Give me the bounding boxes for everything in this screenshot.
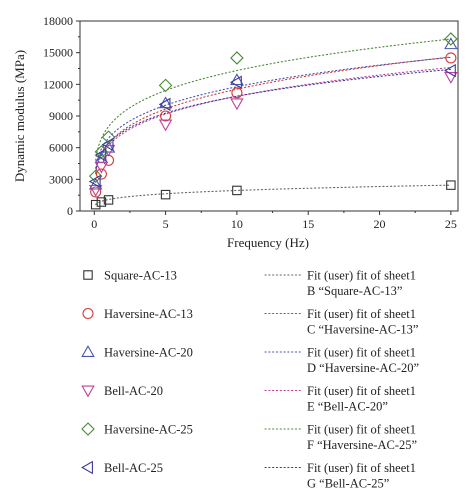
data-point <box>158 78 173 93</box>
fit-curve-1 <box>95 184 452 206</box>
fit-curve-5 <box>95 38 452 161</box>
y-tick-label: 3000 <box>49 172 73 186</box>
data-point <box>231 87 243 99</box>
data-point <box>101 140 116 153</box>
data-point <box>88 174 101 189</box>
legend-marker <box>83 270 93 280</box>
data-point <box>444 32 458 46</box>
plot-frame <box>79 20 459 212</box>
data-point <box>160 189 171 200</box>
legend-marker <box>81 460 93 475</box>
data-point <box>445 52 457 64</box>
legend-marker <box>81 422 95 436</box>
x-axis-title: Frequency (Hz) <box>227 235 309 250</box>
data-point <box>88 169 103 183</box>
legend-marker <box>81 345 95 357</box>
data-point <box>101 137 114 152</box>
legend-marker <box>81 385 95 398</box>
y-tick-label: 12000 <box>43 77 73 91</box>
legend-label: Bell-AC-20 <box>104 384 163 398</box>
legend-fit-label: Fit (user) fit of sheet1 <box>307 269 416 283</box>
data-point <box>101 130 116 144</box>
legend-fit-sublabel: B “Square-AC-13” <box>307 284 402 298</box>
legend-label: Bell-AC-25 <box>104 461 163 475</box>
legend-label: Square-AC-13 <box>104 269 177 283</box>
data-point <box>158 119 173 132</box>
legend-fit-sublabel: G “Bell-AC-25” <box>307 477 389 491</box>
x-tick-label: 25 <box>445 217 457 231</box>
data-point <box>230 73 244 86</box>
y-tick-label: 15000 <box>43 46 73 60</box>
legend-fit-sublabel: C “Haversine-AC-13” <box>307 323 418 337</box>
y-tick-label: 0 <box>67 204 73 218</box>
data-point <box>103 195 114 205</box>
data-point <box>232 185 242 196</box>
legend-fit-sublabel: E “Bell-AC-20” <box>307 400 388 414</box>
legend-fit-label: Fit (user) fit of sheet1 <box>307 461 416 475</box>
fit-curve-3 <box>95 56 452 169</box>
x-tick-label: 10 <box>231 217 243 231</box>
data-point <box>158 97 171 112</box>
y-axis-title: Dynamic modulus (MPa) <box>12 50 27 182</box>
plot-area: 0 3000 6000 9000 12000 15000 18000 0 5 10 15 20 25 <box>43 14 459 231</box>
fit-curve-6 <box>95 68 452 172</box>
data-point <box>444 71 458 84</box>
y-tick-label: 18000 <box>43 14 73 28</box>
data-point <box>88 177 103 190</box>
data-point <box>230 98 244 111</box>
data-point <box>444 37 458 50</box>
legend-fit-label: Fit (user) fit of sheet1 <box>307 423 416 437</box>
x-tick-label: 5 <box>163 217 169 231</box>
data-point <box>446 180 456 190</box>
legend-marker <box>82 307 94 320</box>
data-point <box>443 63 456 78</box>
legend-label: Haversine-AC-25 <box>104 423 193 437</box>
legend-fit-label: Fit (user) fit of sheet1 <box>307 346 416 360</box>
data-point <box>230 51 244 65</box>
legend-fit-label: Fit (user) fit of sheet1 <box>307 384 416 398</box>
legend-label: Haversine-AC-20 <box>104 346 193 360</box>
data-point <box>96 197 107 207</box>
x-tick-label: 0 <box>91 217 97 231</box>
data-point <box>94 148 107 162</box>
legend-fit-label: Fit (user) fit of sheet1 <box>307 307 416 321</box>
data-point <box>94 161 109 174</box>
data-point <box>95 168 107 180</box>
data-point <box>90 186 102 198</box>
data-point <box>90 199 101 210</box>
data-point <box>229 75 242 89</box>
legend-fit-sublabel: F “Haversine-AC-25” <box>307 438 417 452</box>
data-point <box>160 110 172 122</box>
y-tick-label: 9000 <box>49 109 73 123</box>
y-tick-label: 6000 <box>49 141 73 155</box>
data-point <box>88 184 103 197</box>
legend-label: Haversine-AC-13 <box>104 307 193 321</box>
x-tick-label: 20 <box>374 217 386 231</box>
fit-curve-4 <box>95 66 452 175</box>
legend-fit-sublabel: D “Haversine-AC-20” <box>307 361 419 375</box>
x-tick-label: 15 <box>302 217 314 231</box>
